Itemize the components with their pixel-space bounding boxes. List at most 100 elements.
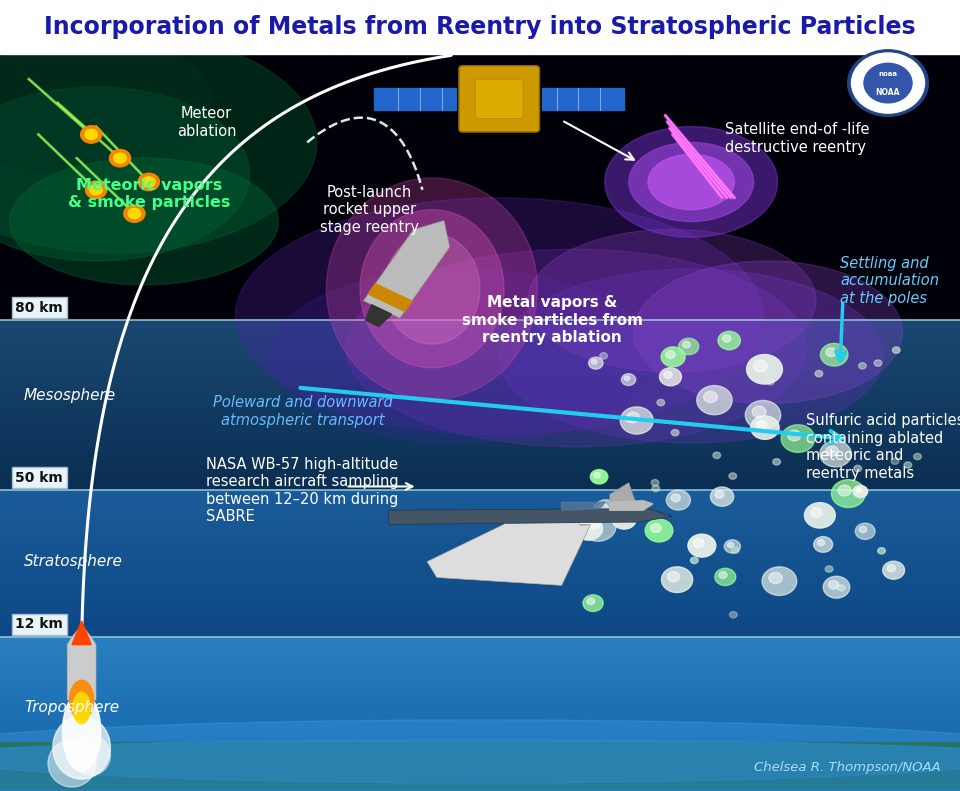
Bar xyxy=(0,542,960,543)
Text: Troposphere: Troposphere xyxy=(24,701,119,715)
Ellipse shape xyxy=(704,392,717,403)
Bar xyxy=(0,678,960,680)
Bar xyxy=(0,615,960,617)
Ellipse shape xyxy=(766,379,774,385)
Polygon shape xyxy=(72,621,91,645)
Ellipse shape xyxy=(757,422,765,428)
Ellipse shape xyxy=(138,173,159,191)
Ellipse shape xyxy=(528,229,816,372)
Bar xyxy=(0,589,960,591)
Ellipse shape xyxy=(683,342,690,348)
Bar xyxy=(0,647,960,649)
Bar xyxy=(0,441,960,444)
Bar xyxy=(0,431,960,433)
Ellipse shape xyxy=(882,561,904,579)
Bar xyxy=(0,378,960,380)
Ellipse shape xyxy=(591,359,597,364)
Bar xyxy=(0,789,960,791)
Ellipse shape xyxy=(859,526,867,532)
Ellipse shape xyxy=(671,494,681,501)
Text: Satellite end-of -life
destructive reentry: Satellite end-of -life destructive reent… xyxy=(725,123,870,154)
Ellipse shape xyxy=(854,465,862,471)
Bar xyxy=(0,521,960,524)
Ellipse shape xyxy=(651,479,659,486)
Bar xyxy=(0,750,960,752)
Bar xyxy=(0,338,960,339)
Ellipse shape xyxy=(667,572,680,582)
Bar xyxy=(0,418,960,420)
Bar xyxy=(0,696,960,698)
Bar xyxy=(0,509,960,510)
Ellipse shape xyxy=(620,407,653,434)
Bar xyxy=(0,386,960,388)
Ellipse shape xyxy=(657,399,664,406)
Bar xyxy=(0,369,960,371)
Ellipse shape xyxy=(0,87,250,261)
Ellipse shape xyxy=(745,400,780,430)
Ellipse shape xyxy=(269,269,653,443)
Bar xyxy=(0,440,960,441)
Ellipse shape xyxy=(70,680,94,720)
Text: Incorporation of Metals from Reentry into Stratospheric Particles: Incorporation of Metals from Reentry int… xyxy=(44,15,916,39)
Bar xyxy=(0,480,960,482)
Bar xyxy=(0,734,960,737)
Bar xyxy=(0,688,960,691)
Ellipse shape xyxy=(858,362,866,369)
Ellipse shape xyxy=(600,353,608,359)
Ellipse shape xyxy=(718,331,740,350)
Bar xyxy=(0,652,960,655)
Ellipse shape xyxy=(629,142,754,221)
Ellipse shape xyxy=(588,357,603,369)
Text: Settling and
accumulation
at the poles: Settling and accumulation at the poles xyxy=(840,256,939,305)
Bar xyxy=(0,704,960,706)
Bar xyxy=(0,516,960,518)
Bar xyxy=(0,571,960,573)
Ellipse shape xyxy=(838,485,852,496)
Bar xyxy=(0,358,960,361)
Ellipse shape xyxy=(73,692,90,724)
Bar xyxy=(0,563,960,566)
Bar xyxy=(0,435,960,437)
Ellipse shape xyxy=(661,567,693,592)
Bar xyxy=(0,405,960,407)
Bar xyxy=(0,346,960,348)
Bar xyxy=(0,327,960,329)
Polygon shape xyxy=(562,502,605,510)
Text: Chelsea R. Thompson/NOAA: Chelsea R. Thompson/NOAA xyxy=(754,761,941,774)
Bar xyxy=(0,529,960,531)
Text: 12 km: 12 km xyxy=(15,617,63,631)
Bar xyxy=(0,543,960,545)
Bar xyxy=(0,531,960,532)
Polygon shape xyxy=(389,509,672,524)
Polygon shape xyxy=(427,510,590,585)
Bar xyxy=(0,637,960,639)
Bar xyxy=(0,781,960,783)
Bar xyxy=(0,467,960,469)
Bar xyxy=(0,573,960,574)
Bar xyxy=(0,469,960,471)
Bar xyxy=(0,357,960,358)
Bar xyxy=(0,333,960,335)
Bar xyxy=(0,380,960,382)
Bar xyxy=(0,558,960,560)
Polygon shape xyxy=(427,524,590,585)
Ellipse shape xyxy=(661,347,685,367)
Bar xyxy=(0,450,960,452)
Ellipse shape xyxy=(715,568,735,585)
Ellipse shape xyxy=(837,585,845,591)
Ellipse shape xyxy=(384,233,480,344)
Bar xyxy=(0,574,960,577)
Ellipse shape xyxy=(719,572,727,578)
Bar xyxy=(0,354,960,357)
Ellipse shape xyxy=(594,472,601,478)
Text: 50 km: 50 km xyxy=(15,471,63,485)
Bar xyxy=(0,606,960,607)
Bar xyxy=(0,783,960,786)
Ellipse shape xyxy=(697,385,732,414)
Ellipse shape xyxy=(81,126,102,143)
Ellipse shape xyxy=(124,205,145,222)
Bar xyxy=(0,701,960,704)
Ellipse shape xyxy=(710,487,733,506)
Bar xyxy=(0,505,960,507)
Text: NASA WB-57 high-altitude
research aircraft sampling
between 12–20 km during
SABR: NASA WB-57 high-altitude research aircra… xyxy=(206,457,399,524)
